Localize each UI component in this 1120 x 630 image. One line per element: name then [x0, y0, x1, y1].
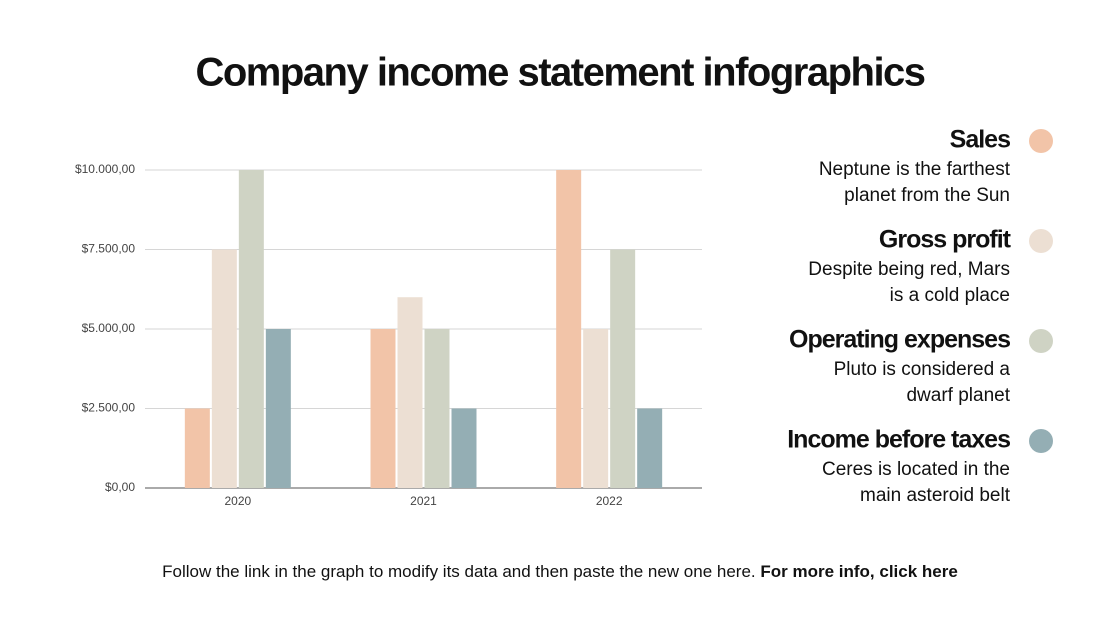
legend-label: Gross profit [879, 226, 1012, 254]
legend-label: Operating expenses [789, 326, 1010, 354]
bar [238, 170, 264, 488]
legend-description: Ceres is located in the [822, 459, 1010, 480]
legend-swatch [1029, 229, 1053, 253]
chart-title: Company income statement infographics [195, 51, 924, 95]
y-tick-label: $7.500,00 [82, 242, 136, 256]
bar [583, 329, 609, 488]
x-tick-label: 2022 [596, 494, 623, 508]
x-tick-label: 2020 [224, 494, 251, 508]
legend-swatch [1029, 329, 1053, 353]
legend-description: Neptune is the farthest [819, 159, 1011, 180]
y-tick-label: $0,00 [105, 480, 135, 494]
y-tick-label: $5.000,00 [82, 321, 136, 335]
legend-label: Income before taxes [787, 426, 1010, 454]
bar [184, 408, 210, 488]
bar [265, 329, 291, 488]
legend-description: dwarf planet [906, 385, 1010, 406]
bar [424, 329, 450, 488]
bar [370, 329, 396, 488]
legend-description: planet from the Sun [844, 185, 1010, 206]
legend-description: is a cold place [890, 285, 1010, 306]
legend-description: Pluto is considered a [834, 359, 1011, 380]
legend-description: main asteroid belt [860, 485, 1011, 506]
bar [211, 249, 237, 488]
bar [397, 297, 423, 488]
footer-text: Follow the link in the graph to modify i… [162, 562, 756, 581]
footer-link[interactable]: For more info, click here [760, 562, 958, 581]
y-tick-label: $2.500,00 [82, 401, 136, 415]
legend-swatch [1029, 129, 1053, 153]
bar [556, 170, 582, 488]
x-tick-label: 2021 [410, 494, 437, 508]
legend-label: Sales [950, 126, 1010, 154]
legend-swatch [1029, 429, 1053, 453]
y-tick-label: $10.000,00 [75, 162, 135, 176]
legend-description: Despite being red, Mars [808, 259, 1010, 280]
bar [610, 249, 636, 488]
footer: Follow the link in the graph to modify i… [0, 562, 1120, 582]
bar [637, 408, 663, 488]
bar [451, 408, 477, 488]
